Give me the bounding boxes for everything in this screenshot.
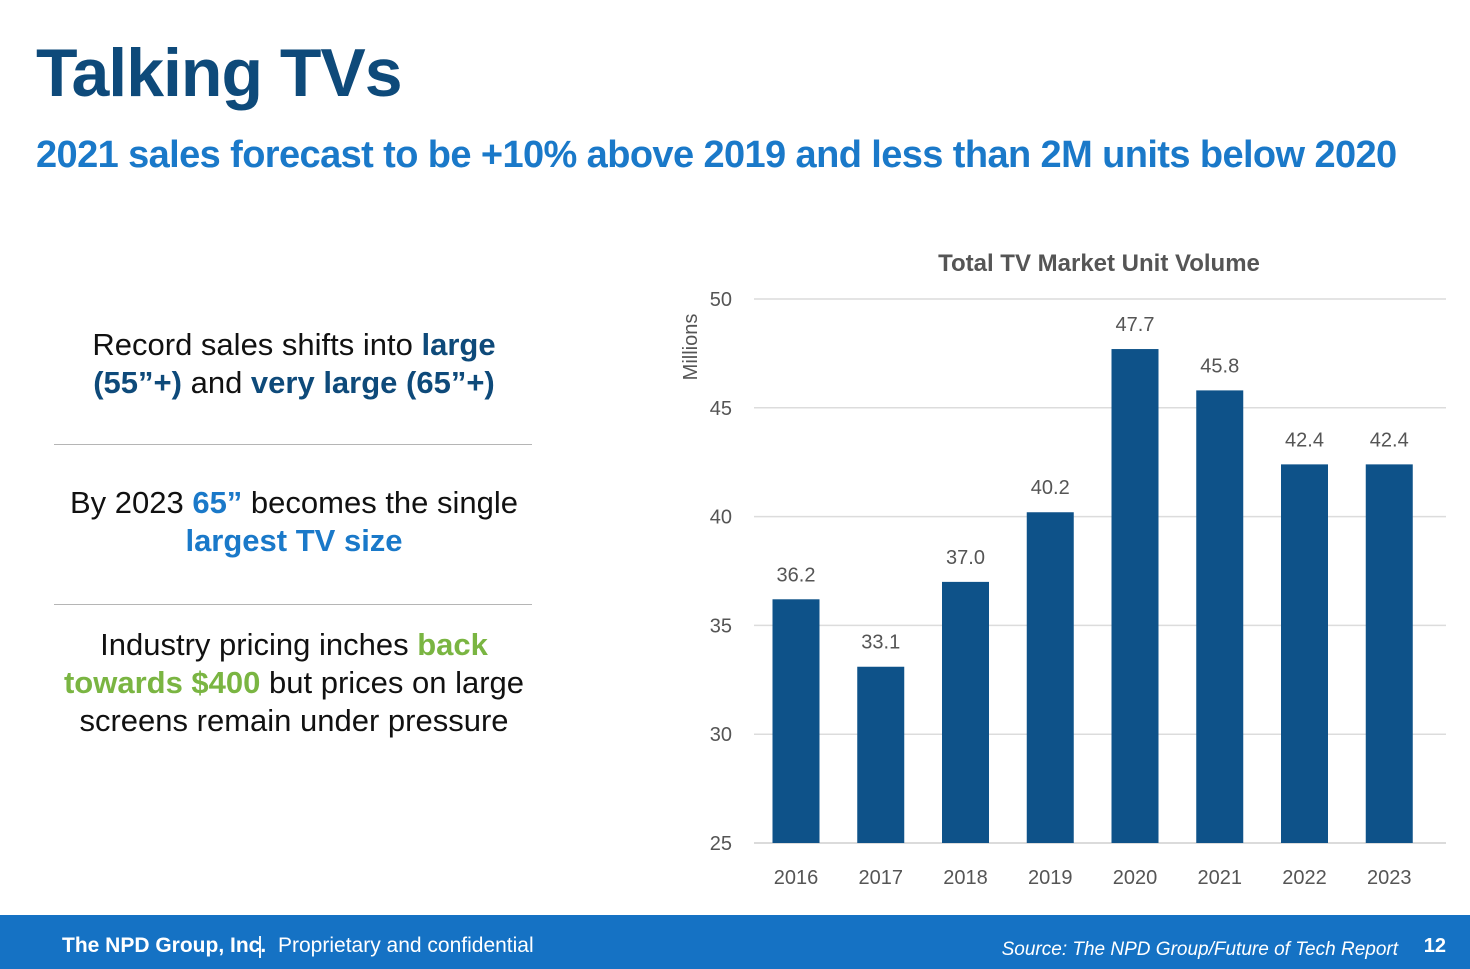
y-tick-label: 35 bbox=[710, 615, 732, 637]
x-tick-label: 2021 bbox=[1198, 867, 1243, 889]
divider bbox=[54, 444, 532, 445]
key-point-text: By 2023 bbox=[69, 485, 193, 520]
key-point-text: Industry pricing inches bbox=[100, 627, 418, 662]
y-axis-label: Millions bbox=[680, 314, 702, 381]
bar-2017 bbox=[857, 666, 905, 843]
data-label: 36.2 bbox=[777, 564, 816, 586]
y-tick-labels: 25 30 35 40 45 50 bbox=[710, 289, 732, 855]
bar-2021 bbox=[1196, 390, 1244, 843]
unit-volume-bar-chart: Total TV Market Unit Volume Millions 36.… bbox=[680, 250, 1446, 889]
data-label: 40.2 bbox=[1031, 477, 1070, 499]
key-point-highlight: largest TV size bbox=[185, 523, 403, 558]
y-tick-label: 25 bbox=[710, 833, 732, 855]
key-point-highlight: very large (65”+) bbox=[250, 365, 495, 400]
bar-2018 bbox=[942, 581, 989, 843]
x-tick-labels: 2016 2017 2018 2019 2020 2021 2022 2023 bbox=[774, 867, 1412, 889]
data-label: 33.1 bbox=[861, 632, 900, 654]
bars bbox=[772, 349, 1413, 843]
x-tick-label: 2019 bbox=[1028, 867, 1073, 889]
key-point-1: Record sales shifts into large (55”+) an… bbox=[52, 326, 536, 402]
key-point-3: Industry pricing inches back towards $40… bbox=[52, 626, 536, 740]
x-tick-label: 2018 bbox=[943, 867, 988, 889]
key-point-2: By 2023 65” becomes the single largest T… bbox=[52, 484, 536, 560]
bar-2023 bbox=[1365, 464, 1413, 843]
gridlines bbox=[754, 298, 1446, 844]
x-tick-label: 2022 bbox=[1282, 867, 1327, 889]
data-labels: 36.2 33.1 37.0 40.2 47.7 45.8 42.4 42.4 bbox=[777, 314, 1409, 654]
footer-bar: The NPD Group, Inc. | Proprietary and co… bbox=[0, 915, 1470, 969]
footer-company: The NPD Group, Inc. bbox=[62, 934, 267, 957]
key-point-highlight: back towards $400 bbox=[63, 627, 488, 700]
bar-2016 bbox=[772, 599, 820, 843]
x-tick-label: 2017 bbox=[859, 867, 904, 889]
data-label: 42.4 bbox=[1285, 429, 1324, 451]
x-tick-label: 2020 bbox=[1113, 867, 1158, 889]
x-tick-label: 2023 bbox=[1367, 867, 1412, 889]
key-point-text: Record sales shifts into bbox=[92, 327, 422, 362]
key-point-highlight: large (55”+) bbox=[93, 327, 496, 400]
divider bbox=[54, 604, 532, 605]
data-label: 37.0 bbox=[946, 547, 985, 569]
chart-title: Total TV Market Unit Volume bbox=[938, 250, 1260, 277]
footer-confidential: Proprietary and confidential bbox=[278, 934, 534, 957]
y-tick-label: 30 bbox=[710, 724, 732, 746]
x-tick-label: 2016 bbox=[774, 867, 819, 889]
bar-2020 bbox=[1111, 349, 1159, 843]
key-point-text: but prices on large screens remain under… bbox=[79, 665, 525, 738]
data-label: 45.8 bbox=[1200, 355, 1239, 377]
key-point-text: and bbox=[181, 365, 251, 400]
key-point-highlight: 65” bbox=[192, 485, 243, 520]
slide-title: Talking TVs bbox=[36, 35, 403, 111]
data-label: 47.7 bbox=[1116, 314, 1155, 336]
slide-subtitle: 2021 sales forecast to be +10% above 201… bbox=[36, 134, 1397, 176]
bar-2022 bbox=[1281, 464, 1328, 843]
key-point-text: becomes the single bbox=[242, 485, 519, 520]
y-tick-label: 50 bbox=[710, 289, 732, 311]
data-label: 42.4 bbox=[1370, 429, 1409, 451]
bar-2019 bbox=[1026, 512, 1074, 843]
page-number: 12 bbox=[1423, 935, 1446, 957]
footer-source: Source: The NPD Group/Future of Tech Rep… bbox=[1001, 939, 1398, 960]
y-tick-label: 45 bbox=[710, 398, 732, 420]
y-tick-label: 40 bbox=[710, 507, 732, 529]
footer-separator: | bbox=[257, 932, 263, 958]
